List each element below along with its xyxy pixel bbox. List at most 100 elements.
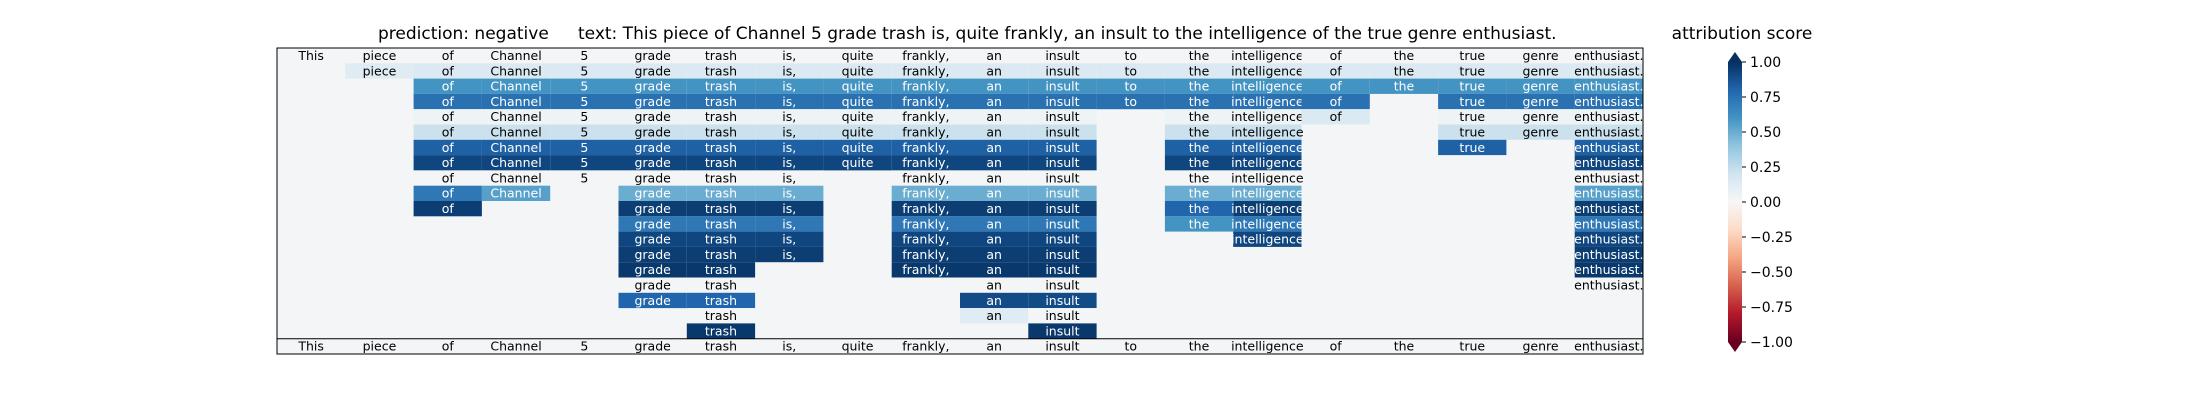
cell-token-label: insult [1045, 94, 1079, 109]
attribution-cell [1438, 78, 1507, 94]
attribution-cell [755, 216, 824, 232]
attribution-cell [891, 216, 960, 232]
attribution-cell [618, 170, 687, 186]
attribution-cell [960, 170, 1029, 186]
attribution-cell [823, 109, 892, 125]
cell-token-label: is, [782, 216, 796, 231]
attribution-cell [755, 170, 824, 186]
cell-token-label: intelligence [1231, 63, 1304, 78]
cell-token-label: genre [1522, 63, 1558, 78]
attribution-cell [1233, 109, 1302, 125]
attribution-cell [1574, 201, 1643, 217]
attribution-cell [1028, 139, 1097, 156]
attribution-cell [755, 185, 824, 201]
cell-token-label: insult [1045, 170, 1079, 185]
attribution-cell [1438, 139, 1507, 156]
attribution-cell [960, 277, 1029, 293]
cell-token-label: is, [782, 232, 796, 247]
cell-token-label: of [442, 48, 455, 63]
attribution-cell [618, 185, 687, 201]
attribution-cell [1164, 170, 1234, 186]
attribution-cell [481, 93, 551, 110]
cell-token-label: enthusiast. [1574, 232, 1643, 247]
cell-token-label: enthusiast. [1574, 262, 1643, 277]
cell-token-label: grade [634, 63, 671, 78]
cell-token-label: of [442, 155, 455, 170]
attribution-cell [755, 155, 824, 171]
attribution-cell [1574, 231, 1643, 247]
cell-token-label: an [986, 140, 1002, 155]
attribution-cell [960, 93, 1029, 110]
cell-token-label: intelligence [1231, 48, 1304, 63]
attribution-cell [960, 201, 1029, 217]
attribution-cell [1506, 93, 1575, 110]
attribution-cell [1028, 216, 1097, 232]
attribution-cell [1574, 93, 1643, 110]
x-tick-token-label: quite [842, 339, 874, 354]
attribution-cell [1164, 216, 1234, 232]
cell-token-label: frankly, [902, 48, 949, 63]
attribution-cell [686, 231, 756, 247]
attribution-cell [481, 155, 551, 171]
cell-token-label: quite [842, 109, 874, 124]
input-text-label: text: This piece of Channel 5 grade tras… [578, 24, 1557, 44]
cell-token-label: of [442, 186, 455, 201]
cell-token-label: an [986, 94, 1002, 109]
cell-token-label: 5 [580, 109, 588, 124]
attribution-cell [891, 185, 960, 201]
cell-token-label: true [1459, 79, 1485, 94]
attribution-cell [823, 155, 892, 171]
attribution-cell [1301, 109, 1370, 125]
attribution-cell [755, 78, 824, 94]
attribution-cell [823, 124, 892, 140]
cell-token-label: 5 [580, 170, 588, 185]
cell-token-label: grade [634, 124, 671, 139]
attribution-cell [755, 246, 824, 263]
attribution-cell [686, 246, 756, 263]
colorbar-tick-label: −0.25 [1750, 230, 1793, 246]
attribution-cell [481, 139, 551, 156]
cell-token-label: enthusiast. [1574, 109, 1643, 124]
attribution-cell [1028, 231, 1097, 247]
cell-token-label: grade [634, 109, 671, 124]
attribution-cell [823, 63, 892, 79]
attribution-cell [1574, 63, 1643, 79]
attribution-cell [1028, 185, 1097, 201]
cell-token-label: insult [1045, 216, 1079, 231]
cell-token-label: of [442, 201, 455, 216]
attribution-cell [1028, 201, 1097, 217]
cell-token-label: intelligence [1231, 109, 1304, 124]
cell-token-label: the [1189, 140, 1210, 155]
attribution-cell [618, 78, 687, 94]
cell-token-label: is, [782, 79, 796, 94]
cell-token-label: Channel [490, 48, 541, 63]
cell-token-label: trash [705, 232, 737, 247]
cell-token-label: the [1189, 155, 1210, 170]
colorbar-top-extend [1728, 52, 1742, 62]
attribution-cell [1028, 292, 1097, 309]
cell-token-label: an [986, 186, 1002, 201]
attribution-cell [1028, 170, 1097, 186]
cell-token-label: enthusiast. [1574, 140, 1643, 155]
attribution-cell [1574, 262, 1643, 278]
x-tick-token-label: an [986, 339, 1002, 354]
cell-token-label: Channel [490, 94, 541, 109]
cell-token-label: trash [705, 155, 737, 170]
x-tick-token-label: true [1459, 339, 1485, 354]
attribution-cell [891, 93, 960, 110]
cell-token-label: the [1189, 186, 1210, 201]
cell-token-label: enthusiast. [1574, 201, 1643, 216]
attribution-cell [413, 78, 482, 94]
x-tick-token-label: trash [705, 339, 737, 354]
attribution-cell [1574, 78, 1643, 94]
cell-token-label: piece [363, 48, 397, 63]
attribution-cell [960, 63, 1029, 79]
attribution-cell [1028, 277, 1097, 293]
attribution-cell [1506, 48, 1575, 64]
attribution-cell [686, 201, 756, 217]
cell-token-label: the [1189, 48, 1210, 63]
attribution-cell [823, 48, 892, 64]
attribution-cell [413, 93, 482, 110]
cell-token-label: frankly, [902, 262, 949, 277]
cell-token-label: 5 [580, 63, 588, 78]
